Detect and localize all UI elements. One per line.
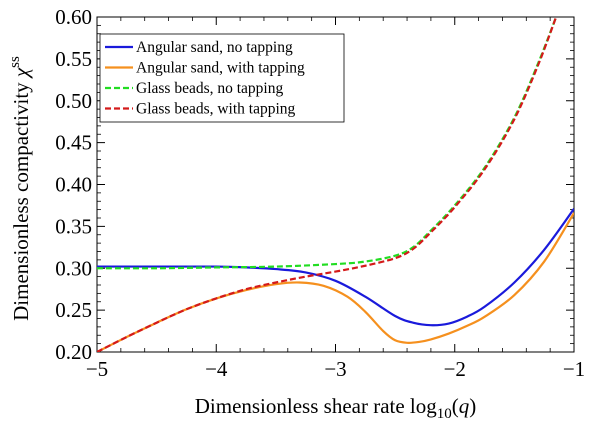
series-line-2	[97, 212, 574, 352]
y-tick-label: 0.40	[55, 173, 92, 197]
x-axis-title-close-paren: )	[469, 394, 476, 418]
y-tick-label: 0.25	[55, 298, 92, 322]
legend: Angular sand, no tapping Angular sand, wi…	[99, 33, 345, 123]
y-tick-label: 0.35	[55, 214, 92, 238]
x-tick-label: −4	[205, 357, 228, 381]
x-tick-label: −2	[444, 357, 466, 381]
legend-label-2: Angular sand, with tapping	[136, 60, 305, 77]
y-tick-label: 0.30	[55, 256, 92, 280]
x-tick-label: −5	[86, 357, 108, 381]
x-axis-title-open-paren: (	[452, 394, 459, 418]
x-axis-title-main: Dimensionless shear rate log	[195, 394, 438, 418]
x-axis-title-variable: q	[459, 394, 470, 418]
series-line-4	[97, 17, 558, 352]
legend-label-4: Glass beads, with tapping	[136, 101, 296, 118]
y-axis-title: Dimensionless compactivity χss	[7, 56, 33, 321]
x-axis-title-subscript: 10	[437, 406, 452, 422]
y-tick-label: 0.55	[55, 47, 92, 71]
y-tick-label: 0.50	[55, 89, 92, 113]
y-axis-title-superscript: ss	[7, 56, 23, 68]
x-tick-label: −1	[563, 357, 585, 381]
series-lines	[97, 17, 574, 352]
x-tick-label: −3	[324, 357, 346, 381]
x-axis-title: Dimensionless shear rate log10(q)	[195, 394, 477, 422]
tick-labels: −5 −4 −3 −2 −1 0.20 0.25 0.30 0.35 0.40 0.45 0.50 0.…	[55, 5, 585, 381]
y-axis-title-main: Dimensionless compactivity	[9, 77, 33, 321]
y-axis-title-symbol: χ	[9, 67, 33, 79]
legend-label-3: Glass beads, no tapping	[136, 80, 283, 97]
axis-ticks	[96, 16, 575, 353]
y-tick-label: 0.20	[55, 340, 92, 364]
legend-box	[99, 33, 345, 123]
series-line-1	[97, 208, 574, 327]
legend-label-1: Angular sand, no tapping	[136, 39, 293, 56]
y-tick-label: 0.45	[55, 131, 92, 155]
y-tick-label: 0.60	[55, 5, 92, 29]
